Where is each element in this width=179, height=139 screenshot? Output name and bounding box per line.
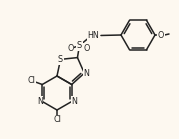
Text: O: O [83, 44, 90, 53]
Text: N: N [37, 97, 43, 106]
Text: Cl: Cl [27, 76, 35, 85]
Text: O: O [67, 44, 74, 53]
Text: S: S [77, 41, 82, 50]
Text: O: O [158, 30, 164, 39]
Text: N: N [71, 97, 77, 106]
Text: HN: HN [88, 31, 99, 40]
Text: N: N [83, 69, 89, 78]
Text: Cl: Cl [53, 116, 61, 125]
Text: S: S [58, 55, 63, 64]
